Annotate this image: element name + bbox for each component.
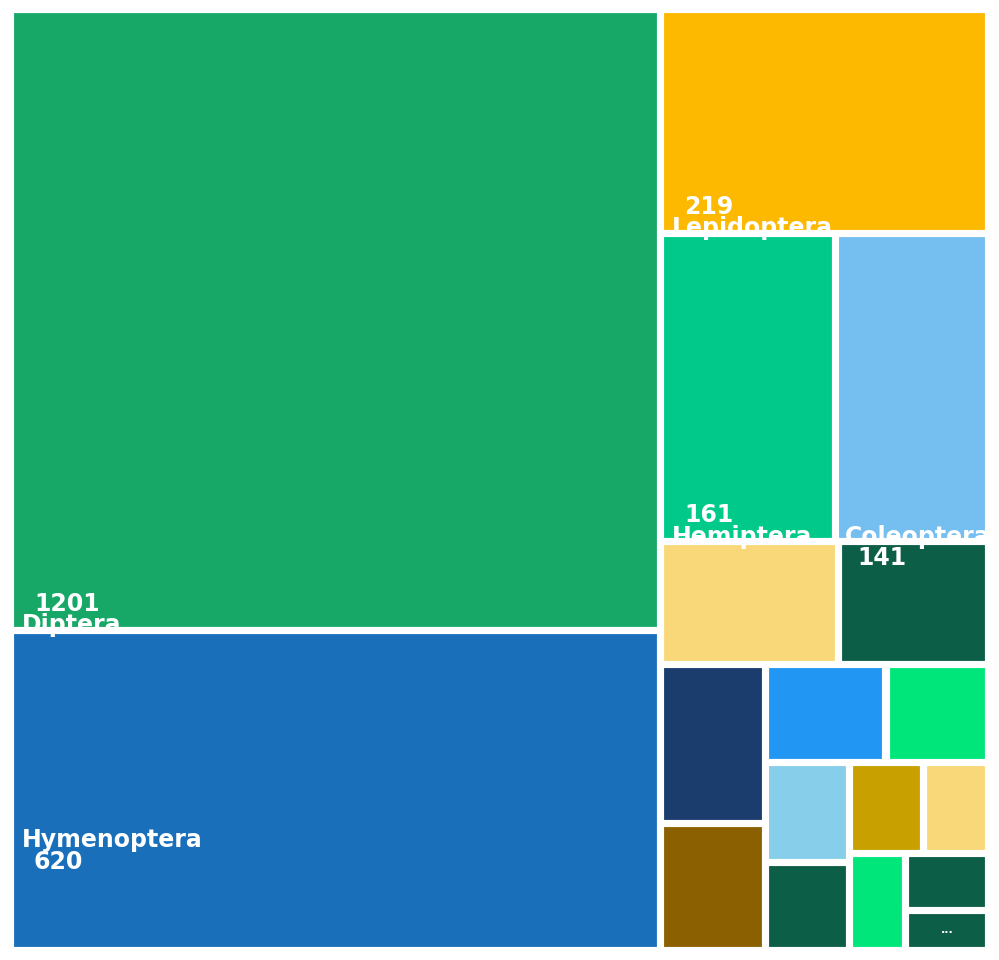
FancyBboxPatch shape xyxy=(840,543,987,662)
Text: 620: 620 xyxy=(34,850,83,874)
FancyBboxPatch shape xyxy=(12,12,658,629)
FancyBboxPatch shape xyxy=(767,864,848,948)
Text: 161: 161 xyxy=(684,503,733,527)
FancyBboxPatch shape xyxy=(661,235,834,540)
FancyBboxPatch shape xyxy=(887,666,987,760)
FancyBboxPatch shape xyxy=(661,12,987,231)
Text: Lepidoptera: Lepidoptera xyxy=(672,216,833,240)
FancyBboxPatch shape xyxy=(661,543,837,662)
FancyBboxPatch shape xyxy=(661,666,764,822)
FancyBboxPatch shape xyxy=(767,666,884,760)
FancyBboxPatch shape xyxy=(851,764,921,852)
Text: 1201: 1201 xyxy=(34,591,100,615)
Text: 141: 141 xyxy=(857,546,906,570)
FancyBboxPatch shape xyxy=(767,764,848,861)
FancyBboxPatch shape xyxy=(907,855,987,909)
Text: ...: ... xyxy=(941,925,954,935)
Text: Coleoptera: Coleoptera xyxy=(845,525,991,549)
FancyBboxPatch shape xyxy=(12,632,658,948)
Text: Hemiptera: Hemiptera xyxy=(672,525,812,549)
FancyBboxPatch shape xyxy=(925,764,987,852)
Text: Hymenoptera: Hymenoptera xyxy=(22,828,203,852)
FancyBboxPatch shape xyxy=(851,855,904,948)
FancyBboxPatch shape xyxy=(837,235,987,540)
FancyBboxPatch shape xyxy=(907,912,987,948)
Text: Diptera: Diptera xyxy=(22,613,121,637)
FancyBboxPatch shape xyxy=(661,825,764,948)
Text: 219: 219 xyxy=(684,195,733,219)
